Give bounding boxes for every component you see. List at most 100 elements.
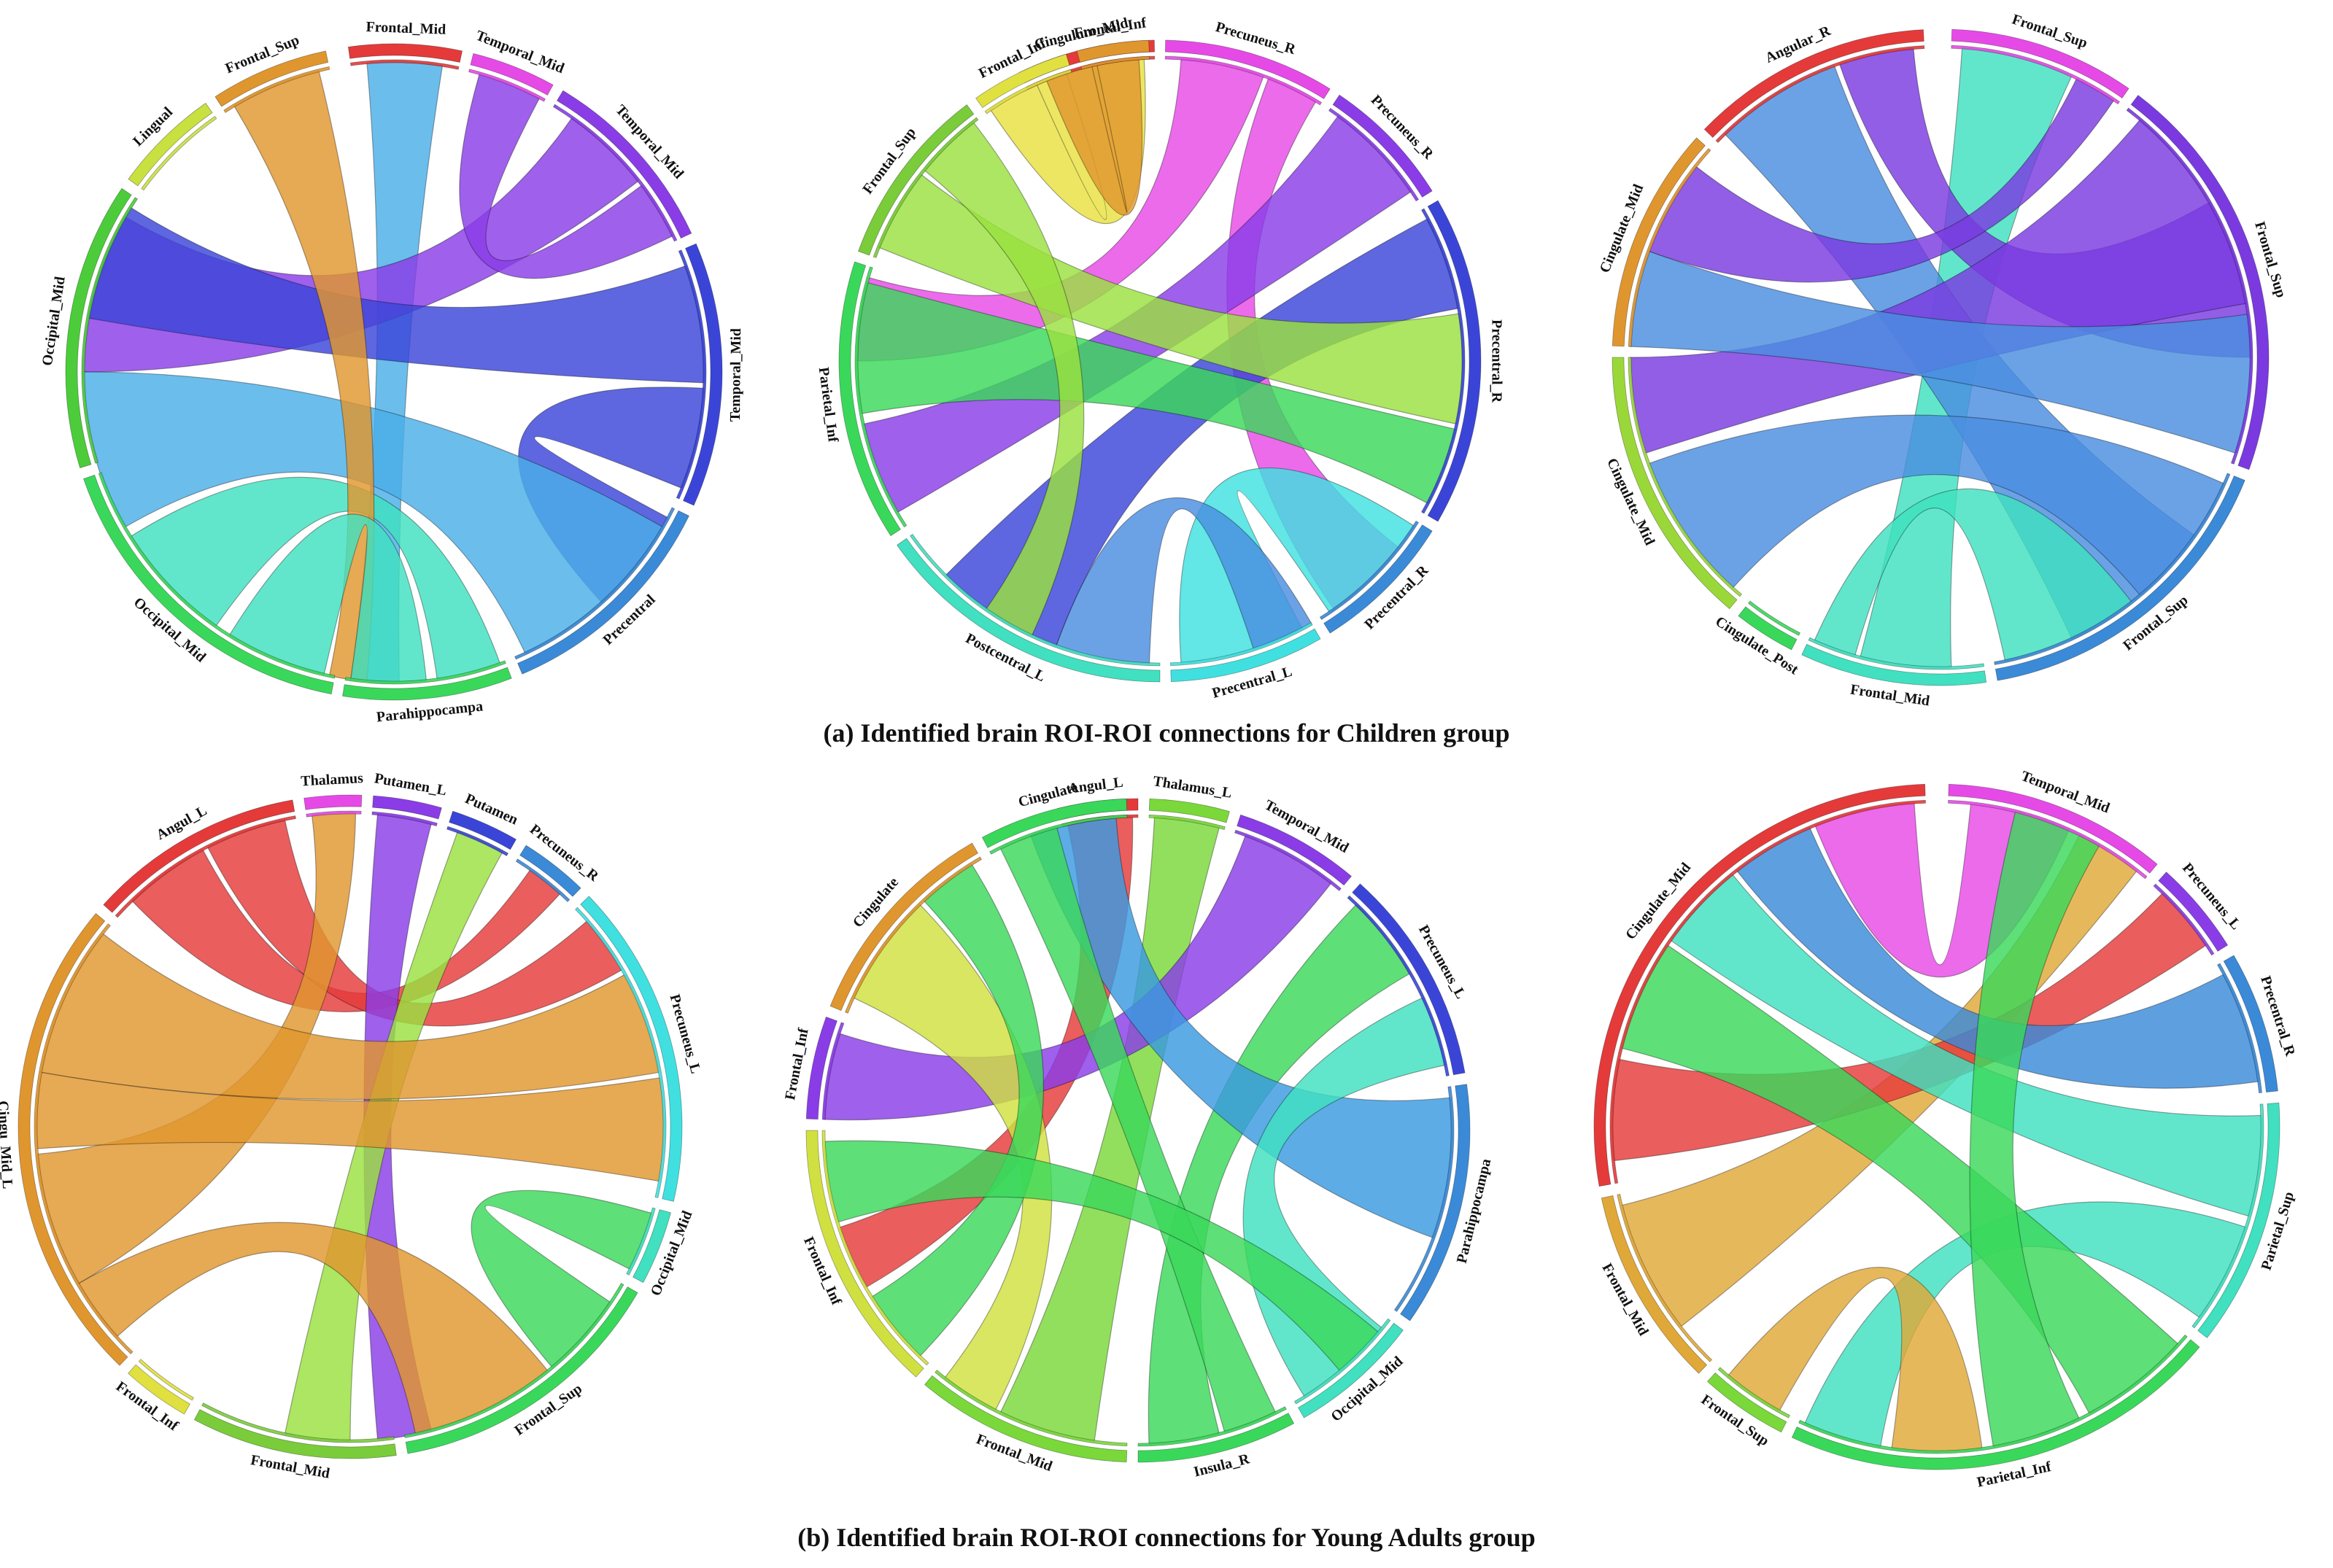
- roi-label: Thalamus_L: [1152, 773, 1233, 802]
- segment-track: [2126, 107, 2253, 465]
- roi-segment-arc: [519, 845, 581, 897]
- roi-segment-arc: [2197, 1102, 2280, 1338]
- roi-segment-arc: [1791, 1339, 2200, 1470]
- roi-segment-arc: [1323, 524, 1433, 634]
- roi-segment-arc: [193, 1409, 397, 1459]
- roi-segment-arc: [1352, 883, 1466, 1076]
- roi-segment-arc: [1738, 606, 1798, 651]
- roi-label: Cingu_Mid_L: [0, 1101, 15, 1189]
- roi-segment-arc: [1237, 814, 1353, 886]
- roi-segment-arc: [449, 810, 517, 850]
- roi-segment-arc: [1703, 29, 1924, 139]
- segment-track: [989, 814, 1128, 855]
- roi-segment-arc: [632, 1209, 671, 1284]
- segment-track: [1347, 895, 1450, 1076]
- segment-track: [1420, 208, 1466, 514]
- segment-track: [98, 472, 336, 679]
- segment-track: [1080, 55, 1150, 70]
- segment-track: [1609, 799, 1926, 1184]
- roi-segment-arc: [1995, 476, 2245, 681]
- connection-ribbon: [823, 1140, 1380, 1373]
- roi-segment-arc: [897, 537, 1161, 683]
- roi-segment-arc: [1948, 783, 2158, 874]
- roi-label: Parietal_Inf: [816, 366, 841, 443]
- segment-track: [2216, 963, 2262, 1094]
- segment-track: [1808, 637, 1985, 670]
- segment-track: [138, 1359, 195, 1401]
- segment-track: [115, 815, 296, 918]
- roi-label: Frontal_Mid: [365, 19, 446, 38]
- segment-track: [1617, 1193, 1713, 1362]
- segment-track: [1393, 1086, 1455, 1312]
- chord-diagram-children-3: Frontal_SupFrontal_SupFrontal_SupFrontal…: [1597, 11, 2289, 709]
- roi-segment-arc: [18, 912, 128, 1366]
- segment-track: [344, 660, 506, 685]
- segment-track: [404, 1282, 624, 1438]
- segment-track: [1948, 799, 2148, 880]
- roi-segment-arc: [2158, 872, 2229, 952]
- roi-segment-arc: [2130, 95, 2270, 470]
- roi-segment-arc: [214, 50, 329, 107]
- roi-segment-arc: [975, 53, 1070, 109]
- roi-segment-arc: [1612, 357, 1738, 610]
- segment-track: [468, 69, 546, 102]
- roi-segment-arc: [924, 1375, 1128, 1463]
- roi-segment-arc: [981, 798, 1128, 848]
- roi-segment-arc: [1137, 1413, 1295, 1463]
- roi-segment-arc: [682, 243, 723, 506]
- segment-track: [2153, 883, 2215, 956]
- segment-track: [515, 858, 570, 902]
- segment-track: [1717, 1367, 1790, 1418]
- roi-label: Thalamus: [301, 770, 364, 789]
- roi-segment-arc: [2223, 955, 2278, 1092]
- roi-label: Frontal_Inf: [782, 1027, 812, 1101]
- segment-track: [626, 1207, 656, 1276]
- chord-diagram-young-3: Temporal_MidPrecuneus_LPrecentral_RParie…: [1593, 768, 2299, 1491]
- roi-label: Putamen_L: [374, 770, 448, 799]
- roi-label: Temporal_Mid: [727, 328, 744, 422]
- roi-segment-arc: [1612, 137, 1706, 347]
- roi-segment-arc: [127, 1364, 191, 1415]
- segment-track: [552, 104, 678, 242]
- segment-track: [1148, 814, 1226, 831]
- connection-ribbon: [1055, 497, 1312, 665]
- segment-track: [1951, 44, 2121, 105]
- segment-track: [446, 826, 509, 857]
- roi-label: Frontal_Mid: [1849, 681, 1931, 709]
- segment-track: [821, 1130, 929, 1366]
- segment-track: [910, 533, 1161, 667]
- roi-segment-arc: [517, 510, 689, 675]
- roi-segment-arc: [1593, 783, 1926, 1187]
- segment-track: [201, 1402, 395, 1443]
- roi-segment-arc: [1148, 798, 1230, 823]
- segment-track: [1170, 621, 1313, 667]
- roi-label: Precentral_R: [1488, 319, 1504, 403]
- chord-diagram-children-1: Frontal_Mid Temporal_MidTemporal_MidTempo…: [39, 19, 744, 726]
- roi-segment-arc: [405, 1286, 638, 1454]
- roi-segment-arc: [303, 794, 363, 810]
- segment-track: [845, 856, 983, 1014]
- roi-segment-arc: [1076, 39, 1150, 63]
- segment-track: [1747, 600, 1801, 636]
- segment-track: [1715, 45, 1925, 144]
- roi-label: Occipital_Mid: [39, 276, 69, 367]
- roi-segment-arc: [1332, 94, 1433, 198]
- roi-label: Parahippocampa: [376, 698, 484, 725]
- segment-track: [1994, 473, 2231, 665]
- roi-segment-arc: [805, 1016, 837, 1120]
- segment-track: [371, 811, 438, 827]
- roi-segment-arc: [838, 261, 901, 537]
- roi-segment-arc: [470, 53, 554, 96]
- roi-segment-arc: [1706, 1372, 1787, 1433]
- segment-track: [1798, 1334, 2188, 1454]
- connection-ribbon: [1179, 467, 1415, 664]
- segment-track: [676, 249, 707, 500]
- segment-track: [1319, 520, 1420, 621]
- segment-track: [1234, 829, 1342, 891]
- roi-segment-arc: [556, 90, 692, 239]
- segment-track: [854, 266, 908, 528]
- segment-track: [1628, 148, 1711, 347]
- segment-track: [1164, 55, 1323, 106]
- roi-segment-arc: [128, 102, 213, 187]
- segment-track: [141, 115, 217, 191]
